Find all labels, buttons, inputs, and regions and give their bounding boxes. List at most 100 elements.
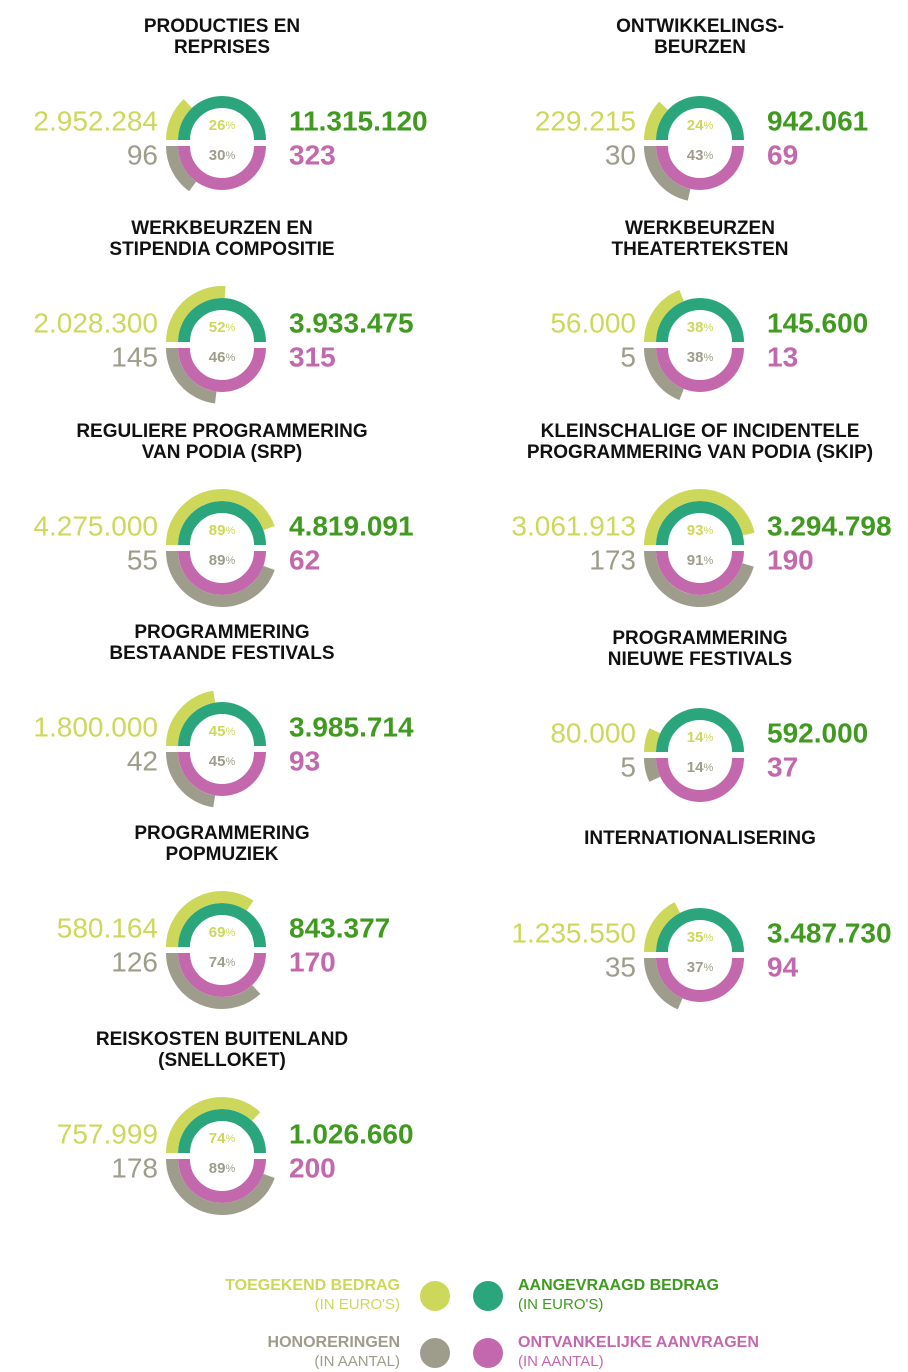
legend-name: AANGEVRAAGD BEDRAG bbox=[518, 1277, 719, 1294]
percent-sign: % bbox=[225, 322, 235, 334]
panel-title: NIEUWE FESTIVALS bbox=[608, 649, 792, 670]
percent-value: 43 bbox=[687, 147, 704, 164]
granted-arc bbox=[166, 1097, 261, 1154]
eligible-ring bbox=[656, 957, 744, 1002]
legend-name: ONTVANKELIJKE AANVRAGEN bbox=[518, 1334, 759, 1351]
percent-label: 46% bbox=[209, 349, 236, 366]
honored-count: 30 bbox=[605, 139, 636, 170]
honored-count: 5 bbox=[620, 751, 636, 782]
eligible-count: 323 bbox=[289, 139, 336, 170]
eligible-ring bbox=[656, 757, 744, 802]
requested-ring bbox=[178, 1109, 266, 1154]
legend-sub: (IN EURO'S) bbox=[315, 1296, 400, 1313]
legend: TOEGEKEND BEDRAG (IN EURO'S) AANGEVRAAGD B… bbox=[225, 1277, 759, 1370]
granted-arc bbox=[644, 289, 685, 343]
percent-sign: % bbox=[225, 756, 235, 768]
granted-amount: 80.000 bbox=[550, 717, 636, 748]
legend-name: TOEGEKEND BEDRAG bbox=[225, 1277, 400, 1294]
requested-amount: 3.985.714 bbox=[289, 711, 414, 742]
requested-ring bbox=[178, 298, 266, 343]
percent-label: 26% bbox=[209, 117, 236, 134]
percent-value: 46 bbox=[209, 349, 226, 366]
percent-sign: % bbox=[225, 726, 235, 738]
granted-amount: 3.061.913 bbox=[511, 510, 636, 541]
percent-value: 89 bbox=[209, 522, 226, 539]
percent-sign: % bbox=[703, 352, 713, 364]
percent-label: 74% bbox=[209, 954, 236, 971]
eligible-ring bbox=[656, 550, 744, 595]
honored-arc bbox=[166, 751, 216, 808]
percent-value: 89 bbox=[209, 1160, 226, 1177]
eligible-ring bbox=[178, 952, 266, 997]
percent-sign: % bbox=[225, 352, 235, 364]
honored-arc bbox=[166, 145, 197, 192]
percent-label: 89% bbox=[209, 522, 236, 539]
percent-sign: % bbox=[703, 150, 713, 162]
panel-title: WERKBEURZEN EN bbox=[131, 218, 313, 239]
honored-count: 42 bbox=[127, 745, 158, 776]
requested-amount: 942.061 bbox=[767, 105, 868, 136]
eligible-count: 315 bbox=[289, 341, 336, 372]
panel-title: PROGRAMMERING bbox=[134, 622, 309, 643]
requested-amount: 3.933.475 bbox=[289, 307, 414, 338]
honored-arc bbox=[166, 952, 261, 1009]
eligible-count: 200 bbox=[289, 1152, 336, 1183]
honored-arc bbox=[166, 347, 217, 404]
granted-amount: 56.000 bbox=[550, 307, 636, 338]
panel-title: ONTWIKKELINGS- bbox=[616, 16, 784, 37]
panel-title: BEURZEN bbox=[654, 37, 746, 58]
requested-amount: 145.600 bbox=[767, 307, 868, 338]
requested-amount: 1.026.660 bbox=[289, 1118, 414, 1149]
requested-amount: 843.377 bbox=[289, 912, 390, 943]
percent-sign: % bbox=[225, 1163, 235, 1175]
granted-amount: 229.215 bbox=[535, 105, 636, 136]
percent-label: 14% bbox=[687, 729, 714, 746]
granted-amount: 1.235.550 bbox=[511, 917, 636, 948]
percent-sign: % bbox=[225, 150, 235, 162]
panel-title: KLEINSCHALIGE OF INCIDENTELE bbox=[541, 421, 860, 442]
percent-value: 69 bbox=[209, 924, 226, 941]
granted-arc bbox=[166, 489, 275, 546]
legend-swatch bbox=[420, 1281, 450, 1311]
percent-value: 74 bbox=[209, 954, 226, 971]
eligible-count: 94 bbox=[767, 951, 799, 982]
honored-arc bbox=[644, 145, 691, 201]
legend-swatch bbox=[420, 1338, 450, 1368]
percent-sign: % bbox=[703, 962, 713, 974]
requested-ring bbox=[656, 908, 744, 953]
legend-swatch bbox=[473, 1338, 503, 1368]
percent-sign: % bbox=[703, 322, 713, 334]
percent-sign: % bbox=[225, 555, 235, 567]
eligible-ring bbox=[178, 550, 266, 595]
eligible-count: 190 bbox=[767, 544, 814, 575]
eligible-count: 69 bbox=[767, 139, 798, 170]
percent-label: 24% bbox=[687, 117, 714, 134]
requested-ring bbox=[656, 501, 744, 546]
granted-amount: 757.999 bbox=[57, 1118, 158, 1149]
eligible-ring bbox=[178, 347, 266, 392]
panel-title: REPRISES bbox=[174, 37, 270, 58]
granted-arc bbox=[166, 286, 226, 343]
percent-sign: % bbox=[225, 120, 235, 132]
honored-count: 126 bbox=[111, 946, 158, 977]
percent-label: 30% bbox=[209, 147, 236, 164]
percent-label: 89% bbox=[209, 1160, 236, 1177]
granted-arc bbox=[166, 891, 254, 948]
percent-value: 37 bbox=[687, 959, 704, 976]
granted-arc bbox=[644, 489, 755, 546]
panel-title: PROGRAMMERING bbox=[134, 823, 309, 844]
percent-sign: % bbox=[703, 525, 713, 537]
requested-amount: 4.819.091 bbox=[289, 510, 414, 541]
percent-value: 74 bbox=[209, 1130, 226, 1147]
percent-label: 91% bbox=[687, 552, 714, 569]
granted-amount: 1.800.000 bbox=[33, 711, 158, 742]
gauge-panel: ONTWIKKELINGS-BEURZEN 24% 43% 229.215 942.06… bbox=[535, 16, 868, 201]
percent-value: 93 bbox=[687, 522, 704, 539]
percent-value: 45 bbox=[209, 723, 226, 740]
